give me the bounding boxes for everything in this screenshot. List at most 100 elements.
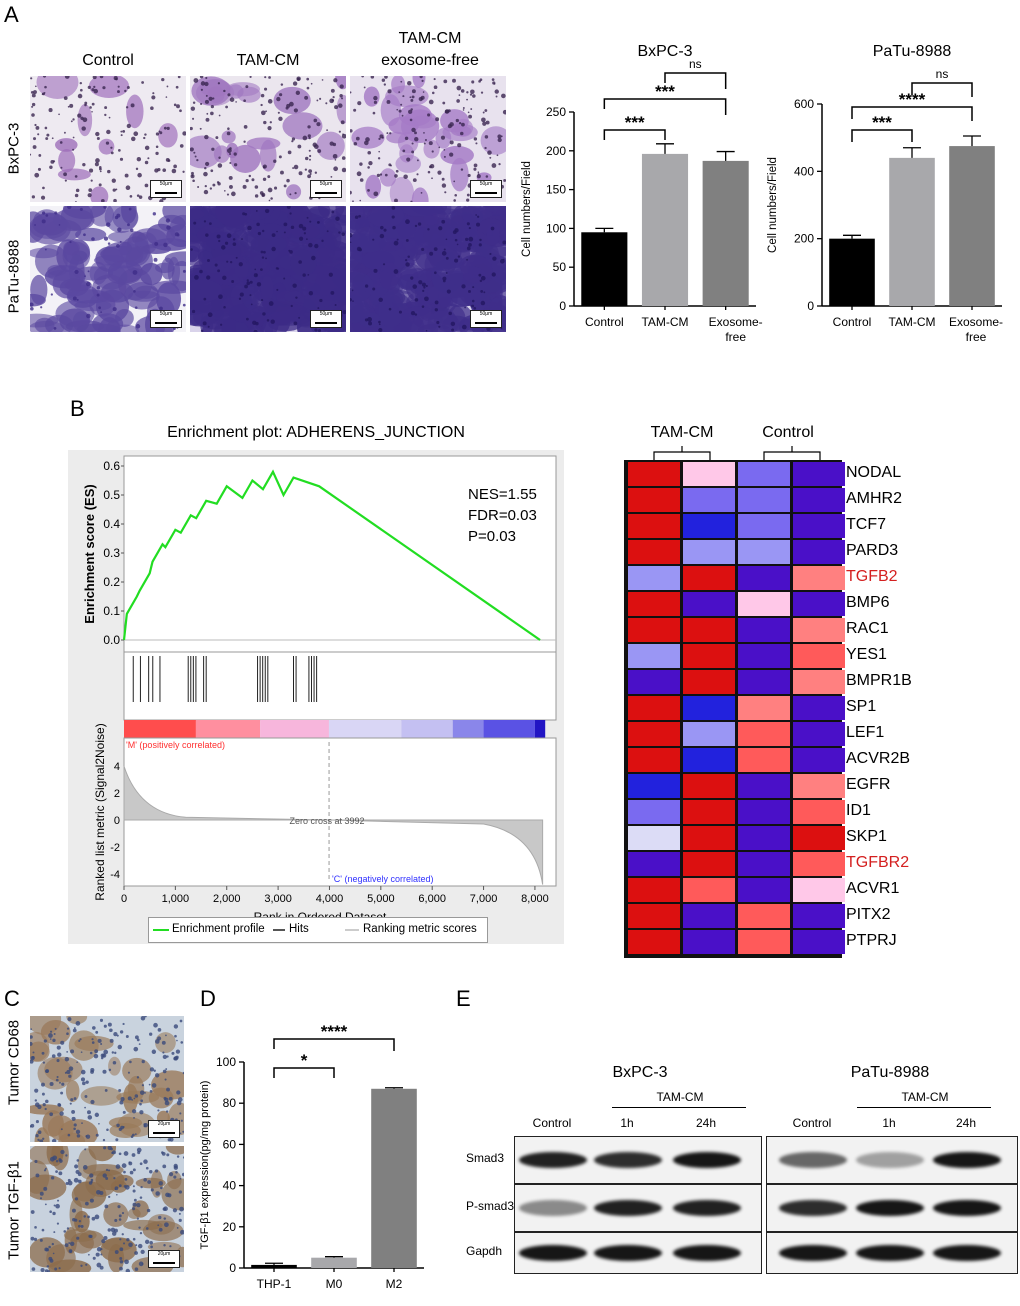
pore-dot <box>427 228 430 231</box>
pore-dot <box>52 1252 55 1255</box>
pore-dot <box>63 131 66 134</box>
pore-dot <box>224 241 229 245</box>
y-tick-label: 0 <box>559 299 566 313</box>
pore-dot <box>57 1199 60 1202</box>
pore-dot <box>367 150 372 155</box>
pore-dot <box>441 183 447 188</box>
x-tick-label: Control <box>833 315 872 329</box>
pore-dot <box>456 85 462 91</box>
pore-dot <box>182 303 186 307</box>
pore-dot <box>411 150 415 154</box>
pore-dot <box>96 286 101 290</box>
pore-dot <box>414 131 417 135</box>
pore-dot <box>111 1051 115 1054</box>
scale-bar: 50μm <box>150 310 182 328</box>
cell-blob <box>122 1057 152 1084</box>
pore-dot <box>334 105 339 110</box>
pore-dot <box>34 172 40 178</box>
heatmap-cell <box>628 540 680 564</box>
pore-dot <box>368 161 373 166</box>
pore-dot <box>134 1251 138 1255</box>
pore-dot <box>179 109 182 113</box>
pore-dot <box>60 1149 65 1155</box>
pore-dot <box>33 137 37 141</box>
pore-dot <box>32 1051 35 1054</box>
gene-label: ID1 <box>846 802 871 819</box>
pore-dot <box>434 308 438 312</box>
pore-dot <box>122 1242 126 1245</box>
pore-dot <box>316 99 319 102</box>
blot-protein-label: Smad3 <box>466 1151 505 1165</box>
gene-label: BMP6 <box>846 594 890 611</box>
y-tick-label: 0 <box>807 299 814 313</box>
pore-dot <box>475 214 477 216</box>
pore-dot <box>112 1150 116 1155</box>
pore-dot <box>58 1267 61 1270</box>
pore-dot <box>286 178 290 183</box>
pore-dot <box>350 232 353 238</box>
pore-dot <box>441 219 446 224</box>
pore-dot <box>42 1103 46 1107</box>
es-y-label: Enrichment score (ES) <box>82 484 97 623</box>
pore-dot <box>172 1208 178 1213</box>
pore-dot <box>107 242 111 245</box>
pore-dot <box>454 228 459 233</box>
pore-dot <box>182 269 186 273</box>
pore-dot <box>407 255 410 259</box>
x-tick-label: 2,000 <box>213 893 241 905</box>
pore-dot <box>330 290 335 295</box>
pore-dot <box>132 1185 135 1188</box>
cell-blob <box>365 174 382 199</box>
pore-dot <box>200 102 203 105</box>
pore-dot <box>457 255 461 258</box>
heatmap-cell <box>738 774 790 798</box>
pore-dot <box>147 1180 152 1184</box>
pore-dot <box>45 1069 50 1073</box>
pore-dot <box>127 1071 130 1074</box>
pore-dot <box>38 154 42 157</box>
pore-dot <box>45 137 49 141</box>
pore-dot <box>162 1054 168 1060</box>
panel-label-c: C <box>4 986 20 1011</box>
pore-dot <box>491 272 496 277</box>
pore-dot <box>124 1178 128 1181</box>
pore-dot <box>263 250 266 254</box>
pore-dot <box>52 1211 56 1216</box>
pore-dot <box>77 113 82 118</box>
pore-dot <box>69 1241 75 1247</box>
y-axis-label: Cell numbers/Field <box>767 157 779 253</box>
pore-dot <box>441 251 447 256</box>
cell-blob <box>198 250 213 262</box>
pore-dot <box>162 1069 167 1074</box>
pore-dot <box>283 184 287 188</box>
scale-bar: 50μm <box>150 180 182 198</box>
pore-dot <box>246 279 249 282</box>
cell-blob <box>36 76 79 99</box>
pore-dot <box>71 1116 76 1121</box>
pore-dot <box>411 127 416 133</box>
pore-dot <box>139 1231 143 1235</box>
pore-dot <box>121 1211 125 1215</box>
pore-dot <box>145 1166 149 1170</box>
pore-dot <box>88 188 93 193</box>
pore-dot <box>134 1267 139 1271</box>
pore-dot <box>296 77 300 81</box>
pore-dot <box>298 223 304 229</box>
pore-dot <box>478 80 481 83</box>
pore-dot <box>141 1263 144 1265</box>
pore-dot <box>73 1097 77 1100</box>
pore-dot <box>58 1171 63 1176</box>
blot-strip <box>766 1136 1018 1184</box>
pore-dot <box>174 1034 177 1038</box>
heatmap-cell <box>628 696 680 720</box>
pore-dot <box>487 150 492 155</box>
pore-dot <box>425 284 428 288</box>
heatmap-cell <box>628 774 680 798</box>
es-tick-label: 0.0 <box>103 633 120 647</box>
pore-dot <box>298 260 302 264</box>
pore-dot <box>443 79 448 84</box>
cell-blob <box>378 238 403 252</box>
pore-dot <box>338 231 341 234</box>
pore-dot <box>141 1059 145 1064</box>
pore-dot <box>459 131 464 136</box>
